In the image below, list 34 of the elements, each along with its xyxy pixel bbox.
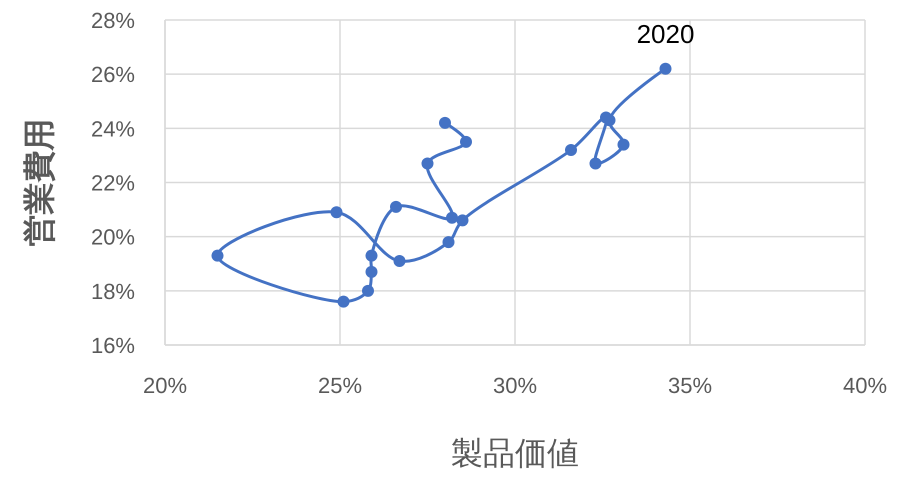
point [212,250,224,262]
point [390,200,402,213]
x-tick-label: 20% [142,373,188,398]
y-tick-label: 24% [90,116,135,142]
x-tick-label: 40% [842,373,888,398]
y-tick-label: 18% [90,278,135,304]
point [618,138,630,151]
point [422,158,434,170]
point [362,284,374,297]
point [442,236,454,248]
x-tick-label: 25% [318,373,362,398]
point [366,250,378,262]
x-axis-title: 製品価値 [451,435,579,471]
y-axis-title: 営業費用 [21,118,57,246]
y-tick-label: 26% [90,62,135,88]
point [460,136,472,148]
y-tick-label: 16% [90,333,135,358]
point [439,116,451,129]
x-tick-label: 30% [492,373,538,398]
point [456,214,468,226]
point [338,296,350,308]
point [330,206,342,218]
point [565,144,577,156]
y-tick-label: 28% [90,8,135,33]
point [446,212,458,224]
point [394,255,406,268]
x-tick-label: 35% [668,373,712,398]
point [604,114,616,126]
point [660,62,672,75]
point [590,158,602,170]
point [366,266,378,278]
annotation: 2020 [636,18,694,49]
y-tick-label: 22% [90,170,135,196]
y-tick-label: 20% [90,224,135,250]
